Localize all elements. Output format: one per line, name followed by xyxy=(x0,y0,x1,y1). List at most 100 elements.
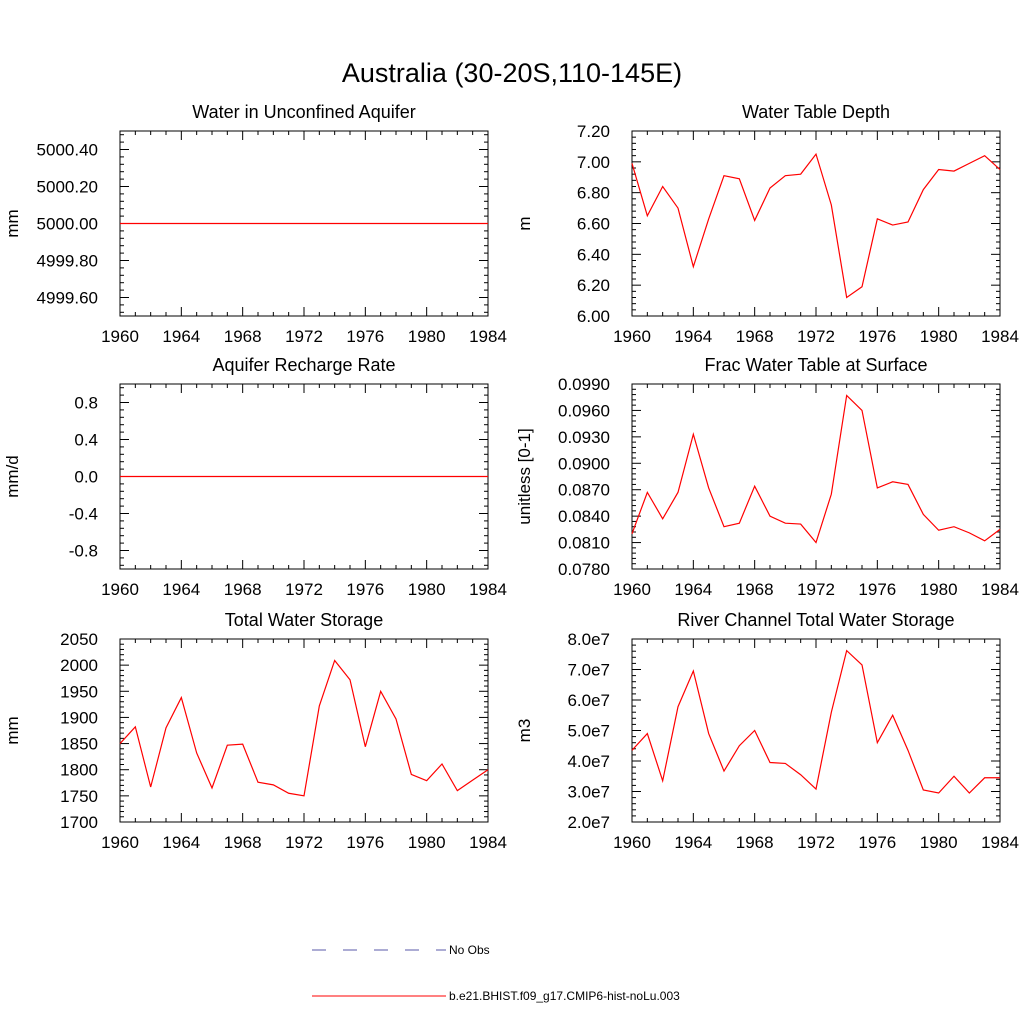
y-tick-label: 6.00 xyxy=(577,307,610,326)
y-tick-label: 3.0e7 xyxy=(567,783,610,802)
x-tick-label: 1980 xyxy=(408,580,446,599)
series-line xyxy=(631,152,1001,299)
plot-frame xyxy=(631,130,1001,317)
x-tick-label: 1964 xyxy=(674,580,712,599)
legend-label: b.e21.BHIST.f09_g17.CMIP6-hist-noLu.003 xyxy=(449,989,680,1003)
y-tick-label: 1850 xyxy=(60,735,98,754)
panel-title: River Channel Total Water Storage xyxy=(677,610,954,630)
x-tick-label: 1964 xyxy=(162,327,200,346)
x-tick-label: 1964 xyxy=(162,580,200,599)
x-tick-label: 1984 xyxy=(981,833,1019,852)
x-tick-label: 1972 xyxy=(285,580,323,599)
y-tick-label: 0.0780 xyxy=(558,560,610,579)
y-tick-label: 1800 xyxy=(60,761,98,780)
y-tick-label: 0.0900 xyxy=(558,454,610,473)
y-tick-label: 6.20 xyxy=(577,276,610,295)
y-tick-label: 2.0e7 xyxy=(567,813,610,832)
x-tick-label: 1972 xyxy=(797,580,835,599)
y-tick-label: -0.8 xyxy=(69,542,98,561)
x-tick-label: 1968 xyxy=(736,580,774,599)
y-tick-label: 1900 xyxy=(60,708,98,727)
y-tick-label: 5000.20 xyxy=(37,178,98,197)
x-tick-label: 1968 xyxy=(224,580,262,599)
x-tick-label: 1980 xyxy=(920,580,958,599)
x-tick-label: 1964 xyxy=(162,833,200,852)
y-tick-label: 1950 xyxy=(60,682,98,701)
y-tick-label: 2050 xyxy=(60,630,98,649)
y-tick-label: 4999.80 xyxy=(37,252,98,271)
y-tick-label: 0.0810 xyxy=(558,534,610,553)
y-axis-label: m xyxy=(515,216,534,230)
x-tick-label: 1968 xyxy=(224,833,262,852)
legend-label: No Obs xyxy=(449,943,490,957)
chart-panel-2: Water Table Depth m 1960 1964 1968 1972 1976 19… xyxy=(515,102,1019,346)
legend: No Obs b.e21.BHIST.f09_g17.CMIP6-hist-noL… xyxy=(312,943,680,1003)
y-tick-label: 0.0870 xyxy=(558,481,610,500)
x-tick-label: 1976 xyxy=(346,580,384,599)
x-tick-label: 1984 xyxy=(981,580,1019,599)
plot-frame xyxy=(631,638,1001,823)
y-tick-label: 6.80 xyxy=(577,184,610,203)
chart-panel-1: Water in Unconfined Aquifer mm 1960 1964 196… xyxy=(3,102,507,346)
x-tick-label: 1984 xyxy=(469,327,507,346)
x-tick-label: 1984 xyxy=(981,327,1019,346)
panels-group: Water in Unconfined Aquifer mm 1960 1964 196… xyxy=(3,102,1019,852)
y-tick-label: 7.20 xyxy=(577,122,610,141)
x-tick-label: 1976 xyxy=(858,580,896,599)
page-title: Australia (30-20S,110-145E) xyxy=(342,58,682,88)
y-tick-label: 0.0840 xyxy=(558,507,610,526)
panel-title: Frac Water Table at Surface xyxy=(704,355,927,375)
y-tick-label: 2000 xyxy=(60,656,98,675)
panel-title: Water in Unconfined Aquifer xyxy=(192,102,415,122)
x-tick-label: 1972 xyxy=(797,327,835,346)
y-tick-label: -0.4 xyxy=(69,505,98,524)
series-line xyxy=(631,649,1000,794)
y-tick-label: 1750 xyxy=(60,787,98,806)
y-tick-label: 0.4 xyxy=(74,431,98,450)
x-tick-label: 1960 xyxy=(613,327,651,346)
series-line xyxy=(631,394,1001,544)
y-tick-label: 0.0 xyxy=(74,468,98,487)
x-tick-label: 1964 xyxy=(674,327,712,346)
y-tick-label: 4999.60 xyxy=(37,289,98,308)
x-tick-label: 1976 xyxy=(346,833,384,852)
y-axis-label: mm/d xyxy=(3,455,22,498)
y-tick-label: 0.0960 xyxy=(558,401,610,420)
panel-title: Aquifer Recharge Rate xyxy=(212,355,395,375)
y-tick-label: 7.00 xyxy=(577,153,610,172)
y-tick-label: 0.0930 xyxy=(558,428,610,447)
series-line xyxy=(119,659,489,797)
x-tick-label: 1980 xyxy=(920,327,958,346)
chart-panel-4: Frac Water Table at Surface unitless [0-1… xyxy=(515,355,1019,599)
y-tick-label: 4.0e7 xyxy=(567,752,610,771)
y-tick-label: 8.0e7 xyxy=(567,630,610,649)
y-tick-label: 0.8 xyxy=(74,394,98,413)
x-tick-label: 1972 xyxy=(285,833,323,852)
x-tick-label: 1960 xyxy=(613,833,651,852)
x-tick-label: 1980 xyxy=(920,833,958,852)
x-tick-label: 1960 xyxy=(613,580,651,599)
y-axis-label: mm xyxy=(3,209,22,237)
y-tick-label: 5000.00 xyxy=(37,215,98,234)
y-tick-label: 0.0990 xyxy=(558,375,610,394)
y-tick-label: 5.0e7 xyxy=(567,722,610,741)
chart-panel-5: Total Water Storage mm 1960 1964 1968 1972 197… xyxy=(3,610,507,852)
chart-panel-6: River Channel Total Water Storage m3 1960 1… xyxy=(515,610,1019,852)
x-tick-label: 1960 xyxy=(101,327,139,346)
x-tick-label: 1984 xyxy=(469,833,507,852)
x-tick-label: 1964 xyxy=(674,833,712,852)
panel-title: Water Table Depth xyxy=(742,102,890,122)
x-tick-label: 1960 xyxy=(101,833,139,852)
x-tick-label: 1968 xyxy=(224,327,262,346)
x-tick-label: 1976 xyxy=(346,327,384,346)
x-tick-label: 1980 xyxy=(408,833,446,852)
x-tick-label: 1960 xyxy=(101,580,139,599)
y-tick-label: 1700 xyxy=(60,813,98,832)
panel-title: Total Water Storage xyxy=(225,610,383,630)
x-tick-label: 1976 xyxy=(858,327,896,346)
y-axis-label: m3 xyxy=(515,719,534,743)
y-tick-label: 5000.40 xyxy=(37,141,98,160)
x-tick-label: 1968 xyxy=(736,327,774,346)
x-tick-label: 1976 xyxy=(858,833,896,852)
